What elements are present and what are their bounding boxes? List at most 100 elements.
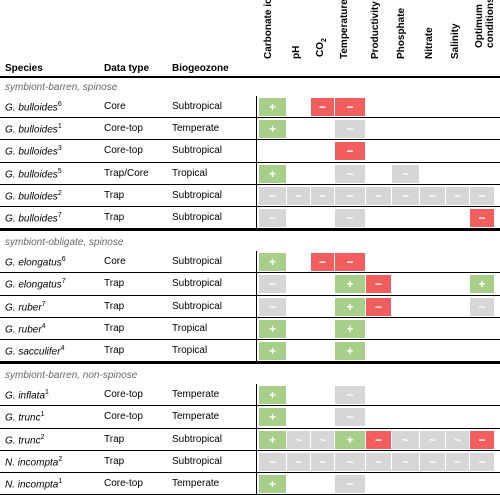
table-row: G. ruber7 Trap Subtropical ~ + − ~ (0, 296, 500, 318)
species-name: G. bulloides1 (5, 123, 62, 136)
effect-cell: ~ (259, 452, 286, 471)
effect-cell: ~ (392, 186, 419, 205)
effect-cell: + (335, 297, 365, 316)
effect-cell: + (259, 253, 286, 272)
table-row: G. trunc1 Core-top Temperate + ~ (0, 406, 500, 428)
effect-cell: ~ (259, 186, 286, 205)
effect-cell: + (259, 342, 286, 360)
reference-number: 2 (58, 455, 63, 463)
data-type: Trap (104, 433, 125, 445)
header-param: Optimum conditions (470, 0, 496, 70)
effect-cell: ~ (446, 452, 469, 471)
effect-cell: ~ (335, 475, 365, 493)
effect-cell: ~ (420, 186, 445, 205)
effect-cell: − (366, 275, 391, 294)
biogeozone: Subtropical (172, 212, 223, 223)
effect-cell: + (335, 275, 365, 294)
effect-cell: + (335, 430, 365, 449)
effect-cell: ~ (311, 186, 334, 205)
header-param-label: pH (291, 45, 302, 59)
effect-cell: ~ (420, 452, 445, 471)
table-row: G. bulloides7 Trap Subtropical ~ ~ − (0, 207, 500, 229)
species-name: G. trunc1 (5, 411, 45, 424)
row-rule (0, 161, 500, 163)
reference-number: 1 (57, 123, 62, 131)
effect-cell: ~ (259, 275, 286, 294)
table-row: G. sacculifer4 Trap Tropical + + (0, 340, 500, 362)
effect-cell: ~ (259, 297, 286, 316)
biogeozone: Subtropical (172, 300, 223, 312)
reference-number: 1 (40, 411, 45, 419)
section-rule (0, 362, 500, 365)
biogeozone: Subtropical (172, 455, 223, 467)
effect-cell: − (366, 297, 391, 316)
header-param-label: Carbonate ion (263, 0, 274, 59)
header-param-label: Productivity (370, 1, 381, 59)
biogeozone: Subtropical (172, 433, 223, 445)
effect-cell: + (259, 98, 286, 116)
species-name: N. incompta2 (5, 455, 63, 469)
data-type: Core (104, 256, 126, 268)
reference-number: 7 (57, 212, 62, 219)
species-name: G. inflata1 (5, 389, 49, 402)
effect-cell: ~ (470, 297, 494, 316)
row-rule (0, 316, 500, 318)
reference-number: 4 (60, 345, 65, 352)
effect-cell: − (470, 430, 494, 449)
reference-number: 1 (45, 389, 49, 397)
data-type: Trap (104, 212, 125, 223)
header-species: Species (5, 63, 43, 74)
species-name: G. bulloides6 (5, 101, 62, 114)
effect-cell: − (335, 253, 365, 272)
effect-cell: + (259, 408, 286, 427)
reference-number: 2 (40, 433, 45, 441)
header-param: CO2 (311, 2, 329, 70)
header-param-label: Salinity (450, 23, 461, 59)
table-row: G. bulloides2 Trap Subtropical ~ ~ ~ ~ ~ ~ ~ ~ ~ (0, 185, 500, 207)
reference-number: 7 (61, 278, 66, 286)
effect-cell: + (259, 319, 286, 338)
table-row: G. ruber4 Trap Tropical + + (0, 318, 500, 340)
table-row: N. incompta1 Core-top Temperate + ~ (0, 473, 500, 495)
effect-cell: ~ (366, 186, 391, 205)
effect-cell: ~ (287, 430, 310, 449)
effect-cell: + (470, 275, 494, 294)
effect-cell: + (259, 430, 286, 449)
reference-number: 1 (58, 478, 63, 485)
effect-cell: ~ (392, 452, 419, 471)
reference-number: 5 (57, 167, 62, 175)
table-row: G. elongatus7 Trap Subtropical ~ + − + (0, 273, 500, 295)
header-param-label: Nitrate (424, 27, 435, 59)
row-rule (0, 361, 500, 363)
row-rule (0, 117, 500, 119)
column-divider (256, 384, 257, 495)
species-name: G. ruber4 (5, 322, 46, 336)
row-rule (0, 339, 500, 340)
reference-number: 3 (57, 145, 62, 153)
row-rule (0, 206, 500, 207)
species-name: G. bulloides7 (5, 212, 62, 225)
effect-cell: ~ (311, 430, 334, 449)
data-type: Trap (104, 300, 125, 312)
effect-cell: ~ (335, 120, 365, 139)
species-name: G. ruber7 (5, 300, 46, 313)
effect-cell: ~ (392, 430, 419, 449)
row-rule (0, 183, 500, 185)
effect-cell: ~ (470, 452, 494, 471)
reference-number: 6 (57, 101, 62, 108)
header-param: Carbonate ion (259, 0, 277, 70)
header-param-label: Phosphate (396, 7, 407, 59)
data-type: Trap/Core (104, 167, 149, 179)
effect-cell: ~ (335, 164, 365, 183)
header-rule (0, 76, 500, 78)
effect-cell: ~ (335, 386, 365, 405)
table-row: N. incompta2 Trap Subtropical ~ ~ ~ ~ ~ ~ ~ ~ ~ (0, 451, 500, 473)
effect-cell: − (470, 209, 494, 227)
effect-cell: − (311, 253, 334, 272)
reference-number: 2 (57, 189, 62, 197)
header-param: pH (287, 2, 305, 70)
species-name: G. bulloides3 (5, 145, 62, 158)
table-row: G. bulloides5 Trap/Core Tropical + ~ ~ (0, 163, 500, 185)
effect-cell: ~ (420, 430, 445, 449)
effect-cell: ~ (287, 452, 310, 471)
